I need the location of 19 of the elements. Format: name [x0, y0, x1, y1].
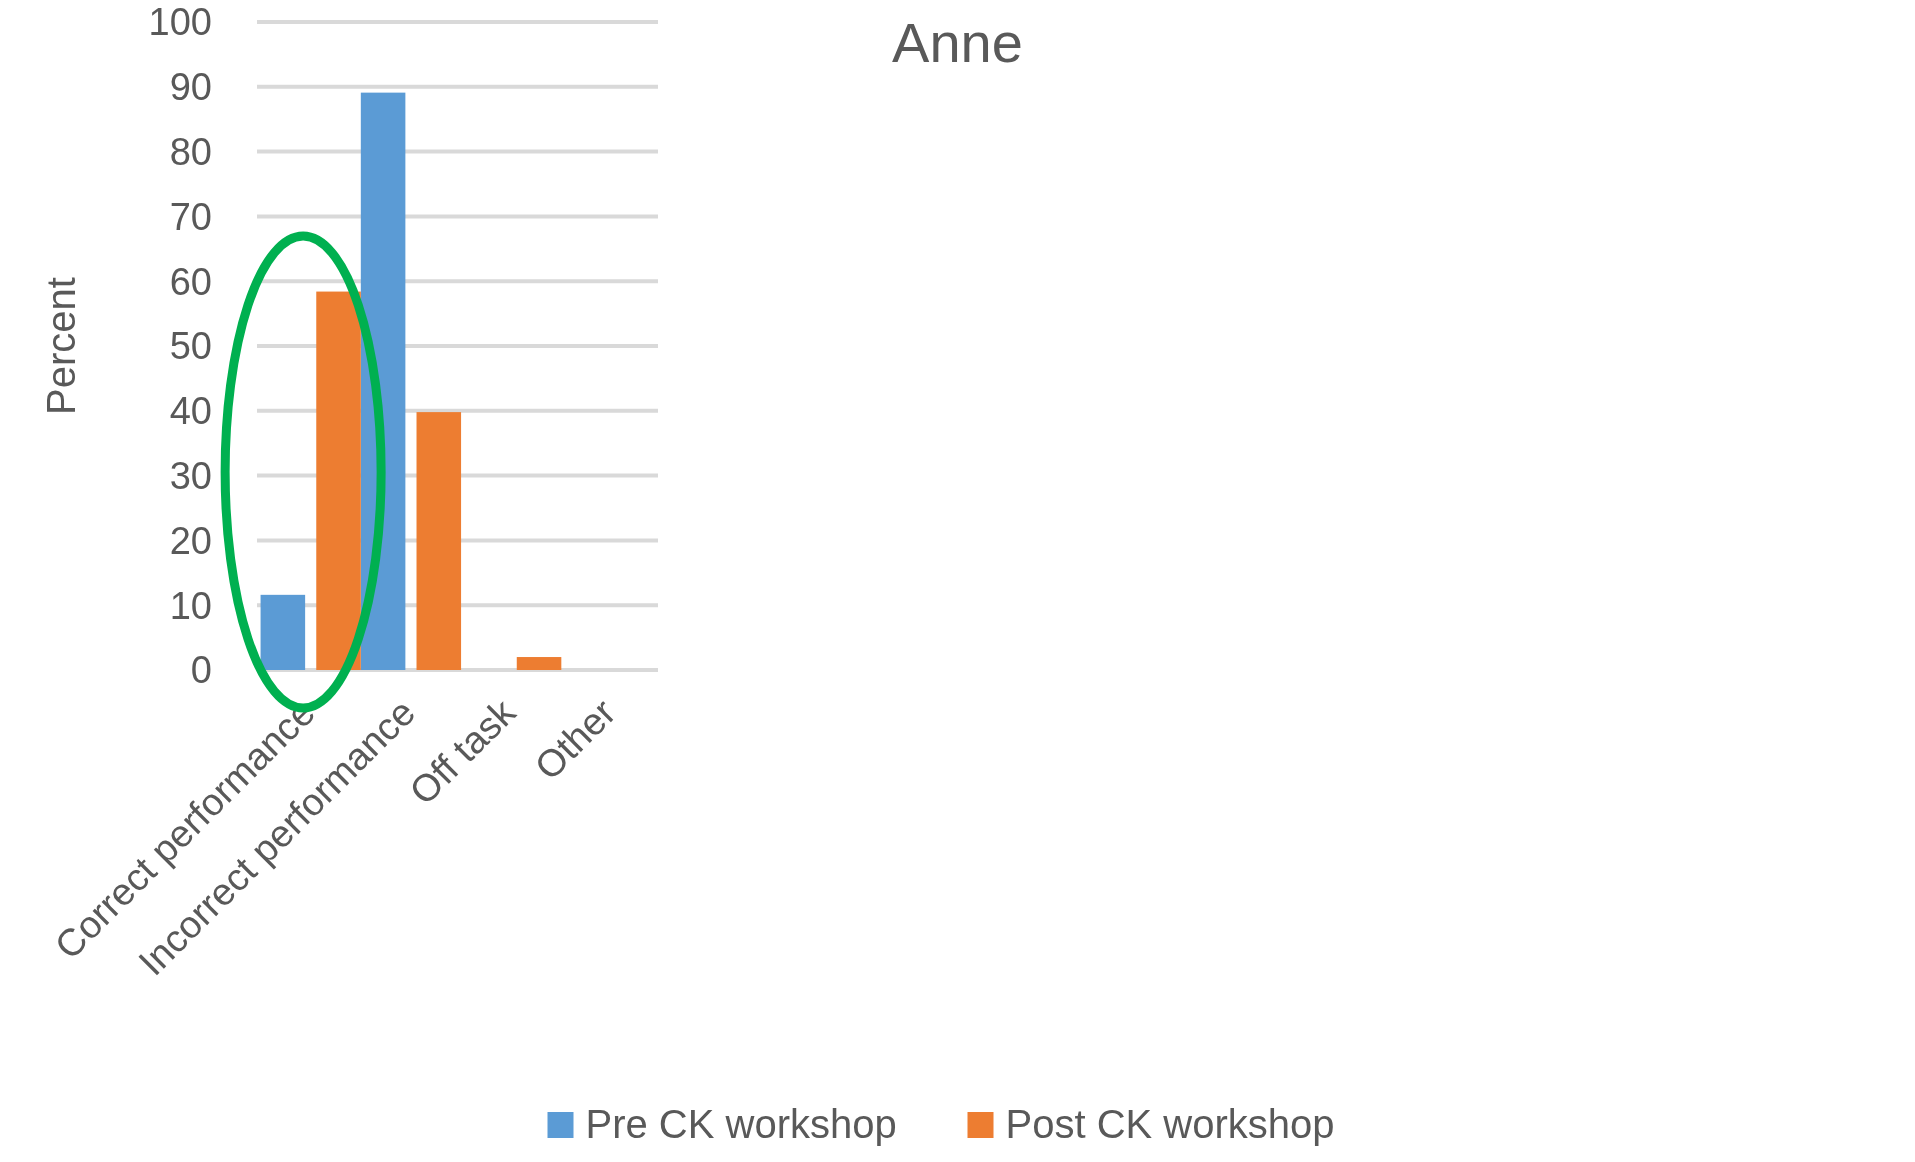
bar — [316, 291, 361, 670]
legend-label: Pre CK workshop — [585, 1102, 897, 1146]
y-tick-label: 80 — [169, 130, 212, 173]
y-tick-label: 10 — [169, 584, 212, 627]
y-tick-label: 100 — [148, 1, 212, 44]
text: Anne — [892, 11, 1023, 74]
y-tick-label: 50 — [169, 325, 212, 368]
legend-label: Post CK workshop — [1005, 1102, 1335, 1146]
y-axis-title: Percent — [39, 277, 83, 415]
y-tick-label: 60 — [169, 260, 212, 303]
bar — [516, 657, 562, 670]
bar — [416, 412, 462, 670]
y-tick-label: 30 — [169, 454, 212, 497]
bar — [260, 594, 306, 670]
y-tick-label: 40 — [169, 390, 212, 433]
y-tick-label: 90 — [169, 66, 212, 109]
y-tick-label: 20 — [169, 519, 212, 562]
y-tick-label: 0 — [190, 649, 212, 692]
y-tick-label: 70 — [169, 195, 212, 238]
